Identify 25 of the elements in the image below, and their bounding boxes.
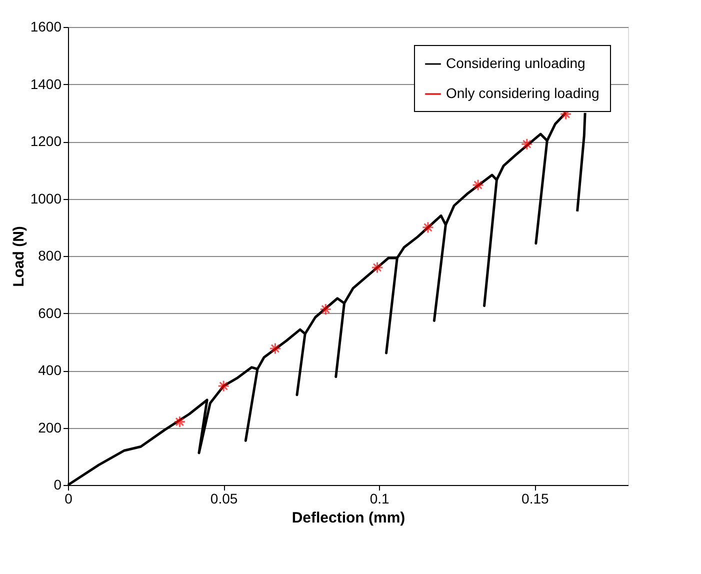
y-axis-title: Load (N) bbox=[10, 226, 28, 287]
point bbox=[472, 179, 484, 192]
x-axis-title: Deflection (mm) bbox=[292, 510, 406, 526]
legend-label: Considering unloading bbox=[446, 55, 586, 71]
x-tick-label: 0.15 bbox=[522, 490, 550, 506]
point bbox=[269, 342, 282, 354]
y-tick-label: 1600 bbox=[30, 18, 62, 34]
y-tick-label: 800 bbox=[38, 248, 62, 264]
y-tick-label: 600 bbox=[38, 304, 62, 321]
point bbox=[174, 416, 186, 428]
y-tick-label: 1000 bbox=[30, 190, 62, 206]
point bbox=[320, 303, 332, 316]
y-tick-label: 400 bbox=[38, 362, 62, 378]
point bbox=[371, 261, 384, 274]
point bbox=[520, 138, 533, 150]
y-tick-label: 1200 bbox=[30, 133, 62, 149]
y-tick-label: 0 bbox=[54, 476, 62, 492]
point bbox=[218, 380, 230, 392]
y-tick-label: 200 bbox=[38, 419, 62, 436]
x-tick-label: 0.1 bbox=[370, 490, 390, 506]
legend-label: Only considering loading bbox=[446, 85, 600, 101]
x-tick-label: 0.05 bbox=[210, 490, 238, 506]
y-tick-label: 1400 bbox=[30, 76, 62, 92]
x-tick-label: 0 bbox=[64, 490, 73, 506]
point bbox=[422, 221, 434, 234]
